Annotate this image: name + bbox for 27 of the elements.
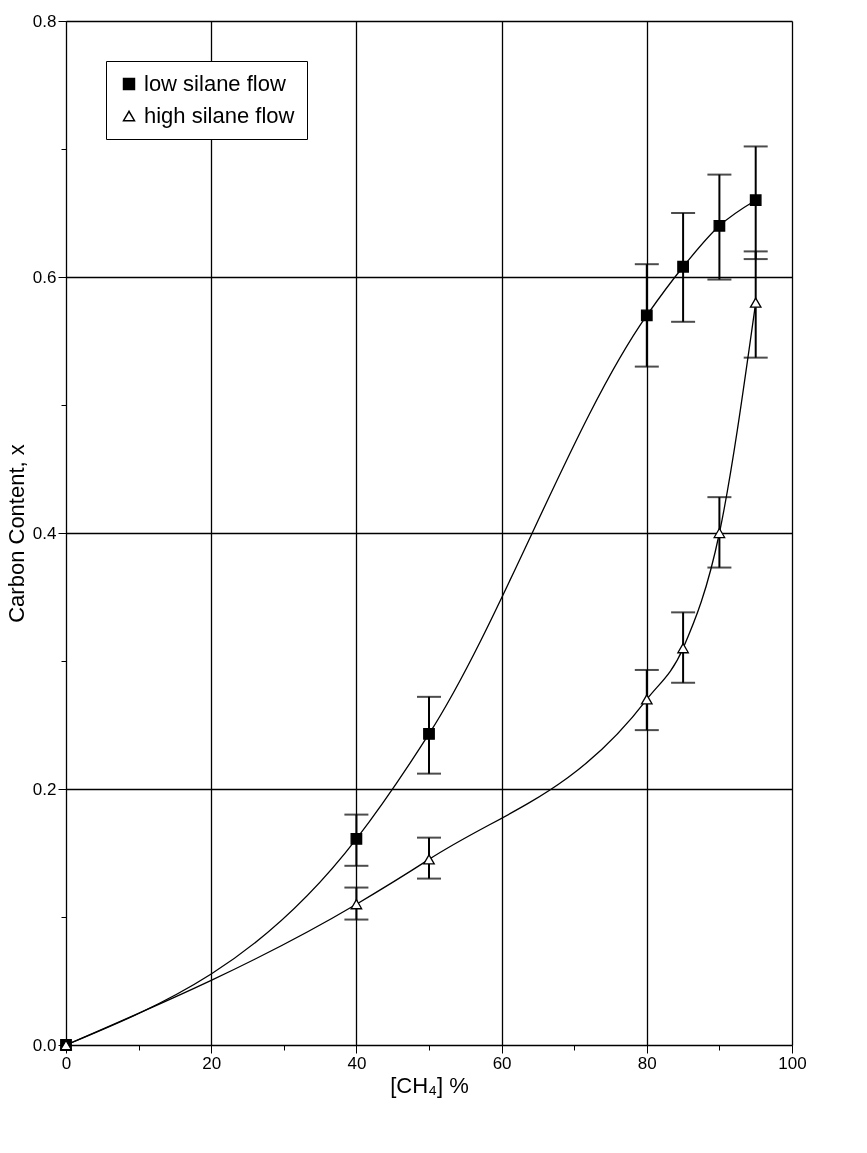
y-tick-label: 0.0 bbox=[32, 1035, 57, 1055]
point bbox=[677, 643, 689, 654]
point bbox=[677, 260, 689, 273]
x-tick-label: 100 bbox=[778, 1053, 807, 1073]
x-tick-label: 60 bbox=[492, 1053, 512, 1073]
point bbox=[713, 527, 726, 539]
x-tick-label: 40 bbox=[347, 1053, 367, 1073]
point bbox=[749, 194, 762, 207]
y-tick-label: 0.8 bbox=[32, 11, 57, 31]
y-tick-label: 0.6 bbox=[32, 267, 57, 287]
point bbox=[640, 309, 653, 322]
legend-label: high silane flow bbox=[144, 103, 295, 128]
y-tick-label: 0.4 bbox=[32, 523, 57, 543]
legend-label: low silane flow bbox=[144, 71, 286, 96]
y-tick-label: 0.2 bbox=[32, 779, 57, 799]
point bbox=[350, 833, 363, 845]
x-tick-label: 80 bbox=[637, 1053, 657, 1073]
x-tick-label: 0 bbox=[61, 1053, 72, 1073]
y-axis-title: Carbon Content, x bbox=[3, 444, 29, 623]
x-tick-label: 20 bbox=[202, 1053, 222, 1073]
point bbox=[423, 854, 435, 865]
x-axis-title: [CH₄] % bbox=[390, 1072, 469, 1098]
point bbox=[423, 728, 435, 740]
point bbox=[749, 297, 762, 308]
point bbox=[640, 694, 653, 705]
point bbox=[713, 219, 726, 232]
point bbox=[350, 899, 363, 910]
